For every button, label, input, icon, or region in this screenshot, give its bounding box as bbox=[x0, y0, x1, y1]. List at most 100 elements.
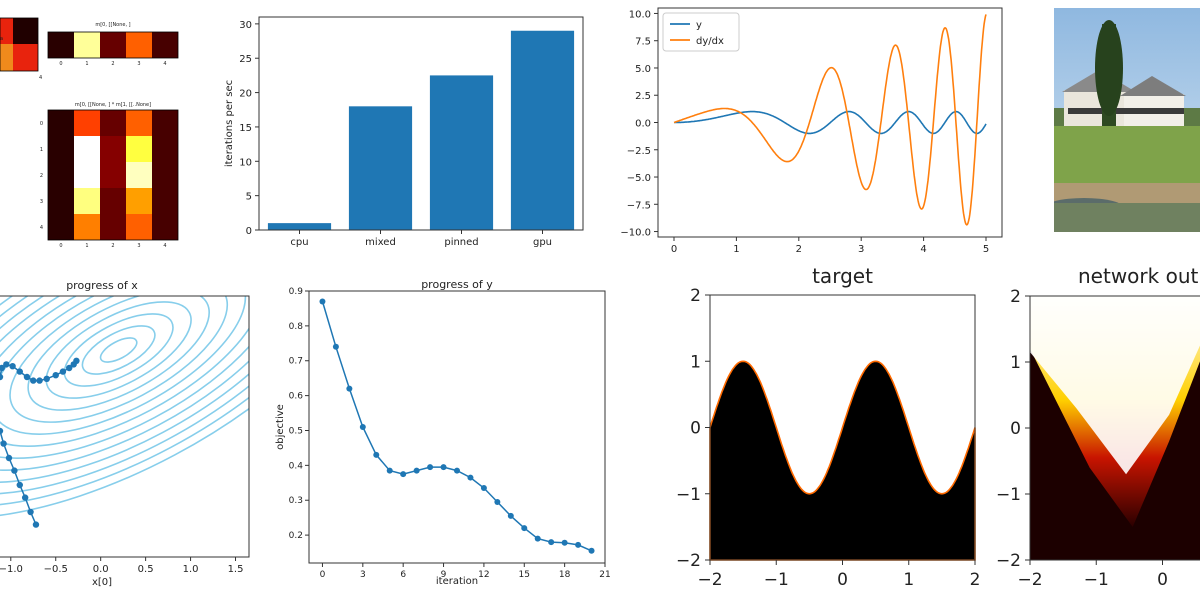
x-tick-label: 1 bbox=[733, 244, 739, 255]
heatmap-cell bbox=[74, 162, 100, 188]
x-tick-label: −1 bbox=[764, 570, 789, 590]
y-tick-label: 2 bbox=[690, 286, 701, 306]
heatmap-cell bbox=[74, 110, 100, 136]
objective-point bbox=[373, 451, 380, 458]
y-tick-label: 0 bbox=[246, 226, 252, 237]
trajectory-point bbox=[43, 375, 50, 382]
heatmap-small-row: m[0, [[None, ] 0 1 2 3 4 bbox=[47, 22, 179, 67]
contour-group bbox=[0, 296, 249, 528]
heatmap-cell bbox=[74, 136, 100, 162]
y-tick-label: 2.5 bbox=[635, 91, 651, 102]
heatmap-x-tick: 4 bbox=[163, 61, 166, 67]
objective-point bbox=[588, 547, 595, 554]
contour-line bbox=[63, 313, 174, 387]
trajectory-branch-point bbox=[21, 494, 29, 501]
heatmap-cell bbox=[48, 136, 74, 162]
y-tick-label: 1 bbox=[690, 352, 701, 372]
bar-mixed bbox=[348, 106, 413, 230]
plot-frame bbox=[657, 7, 1003, 238]
heatmap-cell bbox=[48, 162, 74, 188]
x-tick-label: 1 bbox=[903, 570, 914, 590]
objective-point bbox=[548, 539, 555, 546]
x-tick-label: 2 bbox=[970, 570, 981, 590]
y-tick-label: 0.5 bbox=[289, 426, 303, 436]
heatmap-x-tick: 3 bbox=[137, 61, 140, 67]
trajectory-branch-point bbox=[0, 427, 4, 435]
chart-title: target bbox=[812, 264, 873, 288]
chart-title: progress of y bbox=[421, 278, 493, 291]
trajectory-branch-point bbox=[0, 440, 7, 447]
x-tick-label: 0 bbox=[1157, 570, 1168, 590]
heatmap-cell bbox=[152, 136, 178, 162]
heatmap-x-tick: 4 bbox=[163, 243, 166, 249]
network-output-chart: −2 −1 0 2 1 0 −1 −2 network out bbox=[996, 264, 1200, 590]
heatmap-cell bbox=[100, 110, 126, 136]
progress-y-chart: 0 3 6 9 12 15 18 21 0.2 0.3 0.4 0.5 0.6 0.7 0.8 0.9 prog… bbox=[275, 278, 611, 587]
y-tick-label: 1 bbox=[1010, 353, 1021, 373]
y-tick-label: −7.5 bbox=[627, 200, 651, 211]
y-tick-label: −10.0 bbox=[620, 228, 651, 239]
heatmap-x-tick: 3 bbox=[137, 243, 140, 249]
output-white-region bbox=[1030, 296, 1200, 475]
x-tick-label: 1.0 bbox=[183, 564, 199, 575]
heatmap-x-tick: 1 bbox=[85, 61, 88, 67]
x-tick-label: 21 bbox=[599, 570, 610, 580]
objective-point bbox=[400, 471, 407, 478]
y-tick-label: 0.7 bbox=[289, 357, 303, 367]
heatmap-cell bbox=[152, 110, 178, 136]
bar-pinned bbox=[429, 75, 494, 230]
objective-point bbox=[346, 385, 353, 392]
x-tick-label: 3 bbox=[360, 570, 366, 580]
legend-box bbox=[662, 12, 740, 52]
house-photo-illustration bbox=[1054, 8, 1200, 232]
x-tick-label: 0.0 bbox=[93, 564, 109, 575]
objective-point bbox=[427, 464, 434, 471]
heatmap-cell bbox=[126, 214, 152, 240]
trajectory-point bbox=[52, 372, 59, 379]
y-tick-label: 10.0 bbox=[629, 9, 651, 20]
y-tick-label: 0.0 bbox=[635, 119, 651, 130]
x-tick-label: 0.5 bbox=[138, 564, 154, 575]
target-chart: −2 −1 0 1 2 2 1 0 −1 −2 target bbox=[676, 264, 980, 590]
heatmap-cell bbox=[126, 162, 152, 188]
x-tick-label: cpu bbox=[290, 237, 308, 248]
heatmap-x-tick: 2 bbox=[111, 61, 114, 67]
x-tick-label: −1.0 bbox=[0, 564, 23, 575]
y-tick-label: 0.9 bbox=[289, 287, 304, 297]
y-tick-label: 0.4 bbox=[289, 461, 304, 471]
x-tick-label: −2 bbox=[1017, 570, 1042, 590]
objective-point bbox=[494, 498, 501, 505]
y-tick-label: 10 bbox=[239, 157, 252, 168]
heatmap-cell bbox=[100, 188, 126, 214]
objective-point bbox=[454, 467, 460, 474]
heatmap-cell bbox=[74, 188, 100, 214]
trajectory-point bbox=[3, 361, 10, 368]
trajectory-branch-point bbox=[32, 521, 40, 528]
y-tick-label: 0.8 bbox=[289, 322, 304, 332]
y-tick-label: 30 bbox=[239, 20, 252, 31]
objective-point bbox=[332, 343, 339, 350]
y-tick-label: 0.3 bbox=[289, 496, 303, 506]
heatmap-cell bbox=[152, 162, 178, 188]
y-tick-label: 0 bbox=[1010, 419, 1021, 439]
contour-line bbox=[0, 296, 249, 484]
objective-point bbox=[480, 485, 487, 492]
plot-frame bbox=[308, 290, 606, 564]
trajectory-point bbox=[36, 377, 43, 384]
heatmap-cell bbox=[48, 214, 74, 240]
y-tick-label: −2 bbox=[996, 551, 1021, 571]
x-tick-label: −2 bbox=[697, 570, 722, 590]
heatmap-y-tick: 1 bbox=[40, 147, 43, 153]
x-tick-label: 9 bbox=[441, 570, 447, 580]
y-tick-label: −2 bbox=[676, 551, 701, 571]
chart-title: network out bbox=[1078, 264, 1198, 288]
legend: y dy/dx bbox=[662, 12, 740, 52]
heatmap-cell bbox=[152, 32, 178, 58]
objective-point bbox=[521, 525, 528, 532]
x-tick-label: 0 bbox=[320, 570, 326, 580]
trajectory-point bbox=[66, 364, 73, 372]
contour-line bbox=[0, 296, 249, 520]
derivative-line-chart: 0 1 2 3 4 5 10.0 7.5 5.0 2.5 0.0 −2.5 −5.0 −7.5 −10.0 y… bbox=[620, 7, 1003, 255]
heatmap-small-row-title: m[0, [[None, ] bbox=[95, 22, 130, 28]
